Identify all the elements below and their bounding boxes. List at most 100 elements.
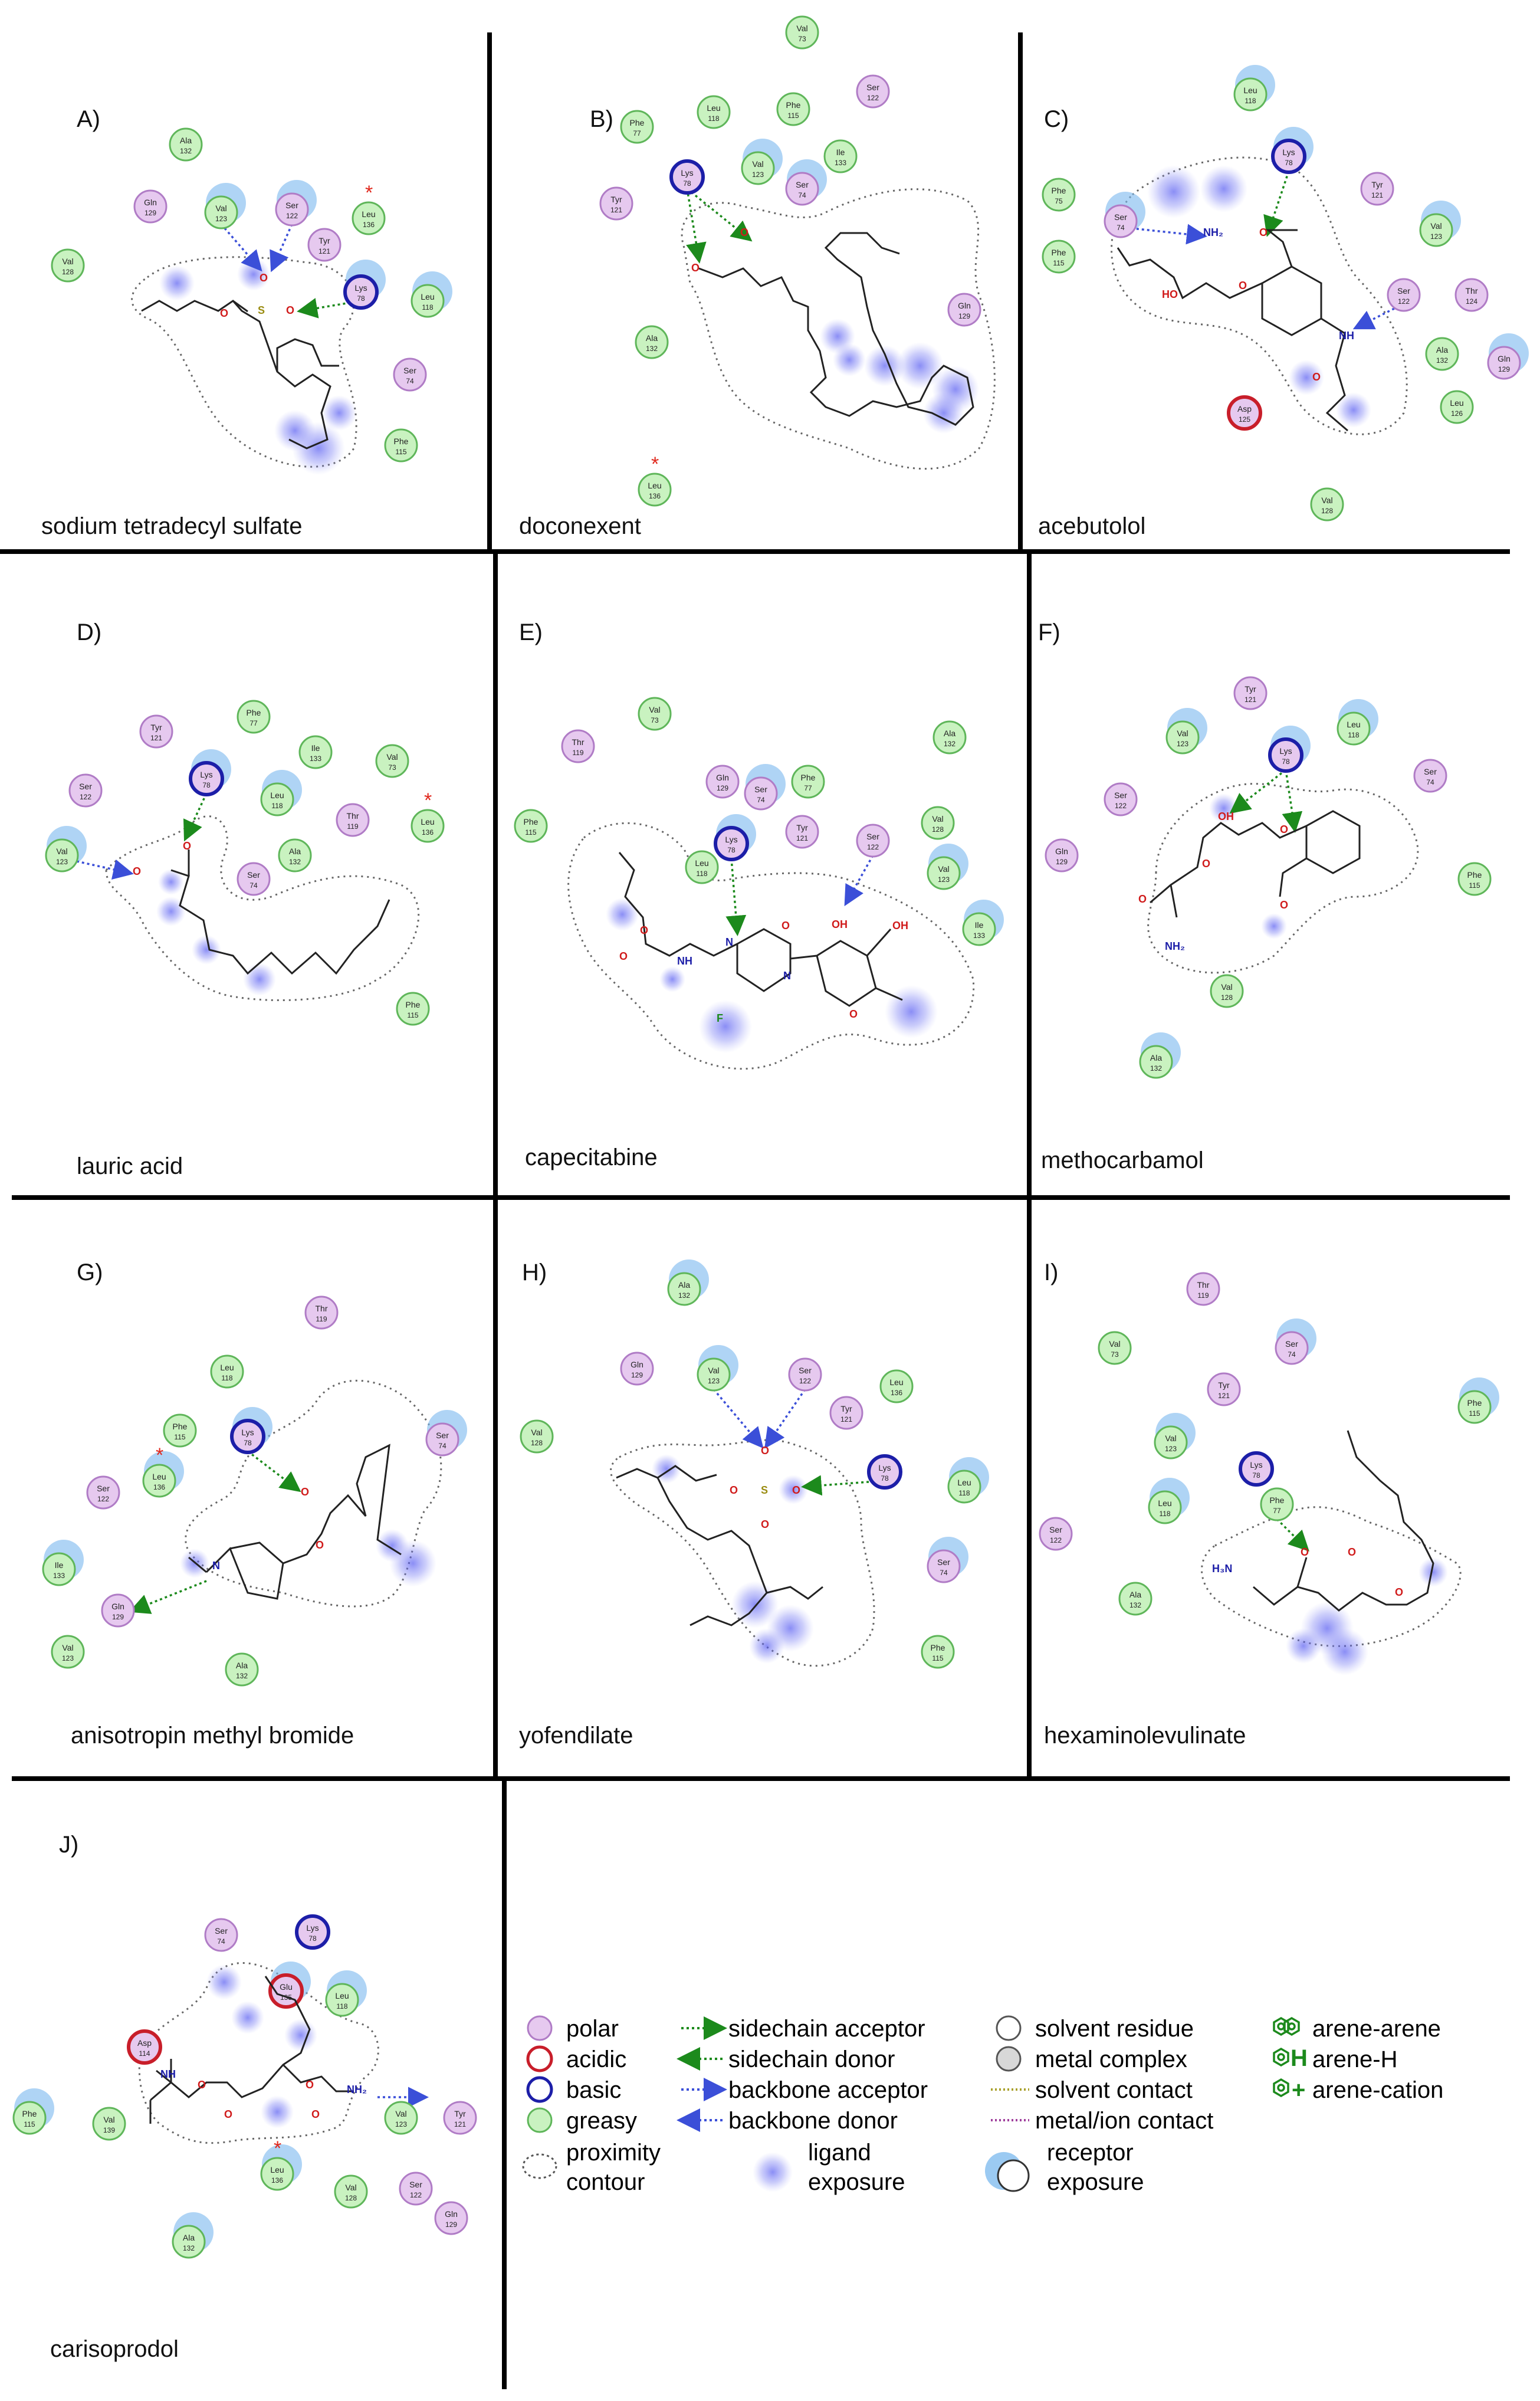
residue-disc	[204, 195, 238, 229]
ligand-name: carisoprodol	[50, 2336, 179, 2362]
residue-disc	[788, 1357, 822, 1392]
bond	[205, 1444, 402, 1600]
residue-number: 118	[422, 303, 433, 311]
residue-name: Phe	[22, 2109, 37, 2118]
ligand-exposure-blob	[659, 966, 685, 992]
arene-arene-icon	[1283, 2016, 1300, 2036]
legend-ligand-exposure-swatch	[753, 2152, 793, 2192]
interaction-arrow	[1229, 769, 1287, 814]
residue-name: Val	[708, 1366, 719, 1375]
ligand-d	[170, 849, 390, 975]
legend-interaction-label: backbone donor	[728, 2108, 898, 2134]
residue-disc	[352, 201, 386, 235]
residue-disc	[1104, 204, 1138, 238]
residue-name: Val	[386, 752, 398, 762]
residue-name: Tyr	[1371, 180, 1383, 189]
residue-disc	[127, 2029, 162, 2065]
residue-val-128: Val 128	[1310, 487, 1344, 521]
residue-number: 73	[388, 763, 396, 772]
proximity-contour	[610, 1439, 875, 1667]
residue-name: Tyr	[1245, 684, 1256, 694]
residue-disc	[697, 95, 731, 129]
atom-label-o: O	[1301, 1546, 1309, 1558]
bond	[866, 929, 892, 956]
atom-label-o: O	[311, 2108, 320, 2120]
residue-name: Ile	[975, 920, 984, 930]
atom-label-f: F	[717, 1012, 723, 1024]
residue-number: 122	[867, 843, 879, 851]
residue-name: Gln	[1055, 847, 1068, 856]
ligand-exposure-blob	[1336, 392, 1371, 428]
atom-label-o: O	[133, 865, 141, 877]
residue-disc	[384, 428, 418, 463]
residue-disc	[620, 110, 654, 144]
residue-disc	[867, 1454, 902, 1490]
residue-number: 133	[53, 1572, 65, 1580]
proximity-contour	[681, 188, 996, 470]
residue-name: Leu	[335, 1991, 349, 2000]
residue-name: Phe	[524, 817, 538, 826]
residue-leu-136: Leu 136 *	[260, 2137, 294, 2191]
residue-disc	[1419, 213, 1453, 247]
atom-label-o: O	[306, 2079, 314, 2091]
residue-name: Phe	[394, 437, 409, 446]
residue-val-73: Val 73	[638, 697, 672, 731]
residue-ala-132: Ala 132	[1139, 1045, 1173, 1079]
residue-disc	[1098, 1331, 1132, 1365]
residue-leu-118: Leu 118	[325, 1983, 359, 2017]
legend-misc-label: solvent residue	[1035, 2016, 1194, 2042]
legend-misc-label: metal/ion contact	[1035, 2108, 1213, 2134]
residue-disc	[1233, 77, 1268, 111]
residue-name: Lys	[725, 835, 737, 844]
residue-disc	[92, 2107, 126, 2141]
residue-disc	[393, 357, 427, 392]
ligand-exposure-blob	[864, 345, 905, 386]
residue-number: 122	[286, 212, 298, 220]
legend-interactions	[677, 2016, 727, 2132]
ligand-exposure-blob	[606, 898, 639, 931]
interaction-arrow	[1282, 769, 1303, 833]
residue-disc	[599, 186, 633, 221]
legend-interaction-label: sidechain donor	[728, 2046, 895, 2072]
residue-number: 128	[1221, 993, 1233, 1002]
residue-number: 128	[932, 825, 944, 834]
residue-tyr-121: Tyr 121	[139, 714, 173, 749]
bond	[276, 338, 339, 372]
residue-name: Leu	[270, 791, 284, 800]
residue-disc	[101, 1593, 135, 1628]
ligand-exposure-blob	[749, 1628, 784, 1664]
residue-number: 74	[1117, 224, 1125, 232]
residue-number: 77	[804, 784, 812, 792]
residue-disc	[1337, 711, 1371, 746]
residue-leu-136: Leu 136 *	[638, 453, 672, 507]
residue-name: Val	[1321, 496, 1332, 505]
residue-disc	[744, 776, 778, 811]
residue-name: Thr	[1197, 1280, 1210, 1290]
proximity-contour	[105, 815, 420, 1002]
bond	[170, 869, 390, 975]
residue-disc	[204, 1918, 238, 1952]
panel-letter: A)	[77, 106, 100, 132]
atom-label-o: O	[730, 1484, 738, 1496]
residue-disc	[514, 809, 548, 843]
ligand-g	[188, 1444, 402, 1600]
residue-ser-74: Ser 74	[927, 1549, 961, 1583]
bond	[1253, 1430, 1434, 1612]
ligand-name: anisotropin methyl bromide	[71, 1723, 354, 1749]
residue-number: 133	[973, 931, 985, 940]
residue-number: 121	[318, 247, 330, 255]
